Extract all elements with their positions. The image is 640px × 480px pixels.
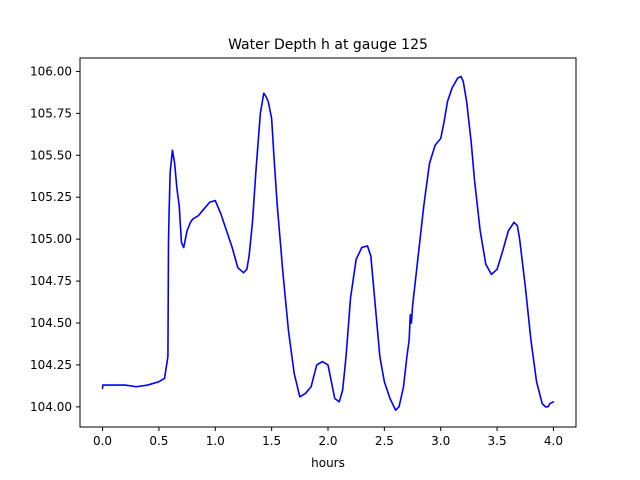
x-tick-label: 0.5 <box>149 434 168 448</box>
x-tick-label: 2.0 <box>318 434 337 448</box>
y-tick-label: 104.00 <box>30 400 72 414</box>
y-tick-label: 105.50 <box>30 148 72 162</box>
x-axis-label: hours <box>311 456 345 470</box>
chart-title: Water Depth h at gauge 125 <box>228 37 428 53</box>
y-axis-ticks: 104.00 104.25 104.50 104.75 105.00 105.25 105.… <box>30 64 80 414</box>
x-tick-label: 1.0 <box>206 434 225 448</box>
y-tick-label: 105.25 <box>30 190 72 204</box>
series-line-1 <box>101 75 555 412</box>
y-tick-label: 104.75 <box>30 274 72 288</box>
x-tick-label: 4.0 <box>544 434 563 448</box>
y-tick-label: 105.00 <box>30 232 72 246</box>
x-tick-label: 2.5 <box>375 434 394 448</box>
y-tick-label: 104.25 <box>30 358 72 372</box>
x-tick-label: 1.5 <box>262 434 281 448</box>
y-tick-label: 105.75 <box>30 106 72 120</box>
x-axis-ticks: 0.0 0.5 1.0 1.5 2.0 2.5 3.0 3.5 4.0 <box>93 427 563 448</box>
x-tick-label: 0.0 <box>93 434 112 448</box>
plot-area <box>101 75 555 412</box>
x-tick-label: 3.0 <box>431 434 450 448</box>
y-tick-label: 106.00 <box>30 64 72 78</box>
axes-frame <box>79 57 577 428</box>
y-tick-label: 104.50 <box>30 316 72 330</box>
x-tick-label: 3.5 <box>488 434 507 448</box>
